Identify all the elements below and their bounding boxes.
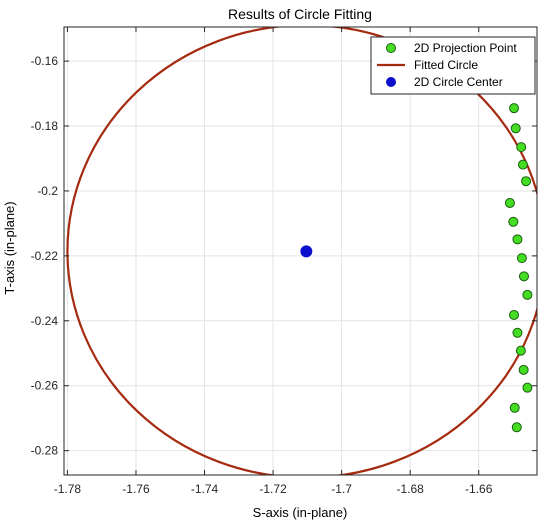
axis-ticks: -1.78 -1.76 -1.74 -1.72 -1.7 -1.68 -1.66 -0.28 -… [31,27,537,496]
projection-point [521,176,532,187]
y-axis-label: T-axis (in-plane) [2,201,17,294]
x-tick-label: -1.74 [191,482,219,496]
legend-swatch-projection-point [386,43,396,53]
circle-center-point [300,245,313,258]
projection-point [510,123,521,134]
x-tick-label: -1.78 [54,482,82,496]
x-tick-label: -1.68 [397,482,425,496]
projection-point [516,142,527,153]
projection-point [518,271,529,282]
projection-point [522,289,533,300]
fitted-circle-line [66,27,537,475]
legend-label: 2D Projection Point [414,41,517,55]
projection-point [504,197,515,208]
legend: 2D Projection Point Fitted Circle 2D Circl… [370,36,536,95]
y-tick-label: -0.26 [31,379,59,393]
projection-point [517,159,528,170]
projection-point [516,253,527,264]
projection-point [509,309,520,320]
y-tick-label: -0.28 [31,444,59,458]
projection-point [509,103,520,114]
axes-frame [63,26,538,476]
x-tick-label: -1.66 [465,482,493,496]
projection-point [508,216,519,227]
projection-point [518,364,529,375]
y-tick-label: -0.24 [31,314,59,328]
projection-point [509,402,520,413]
projection-point [512,234,523,245]
x-axis-label: S-axis (in-plane) [253,505,348,520]
projection-point [511,422,522,433]
y-tick-label: -0.18 [31,119,59,133]
legend-swatch-circle-center [386,77,396,87]
y-tick-label: -0.16 [31,54,59,68]
y-tick-label: -0.2 [37,184,58,198]
chart-title: Results of Circle Fitting [228,6,372,22]
x-tick-label: -1.72 [259,482,287,496]
y-tick-label: -0.22 [31,249,59,263]
projection-point [522,382,533,393]
projection-point [515,345,526,356]
legend-label: 2D Circle Center [414,75,503,89]
projection-point [512,327,523,338]
legend-label: Fitted Circle [414,58,478,72]
x-tick-label: -1.76 [122,482,150,496]
grid-lines [64,27,537,475]
x-tick-label: -1.7 [331,482,352,496]
